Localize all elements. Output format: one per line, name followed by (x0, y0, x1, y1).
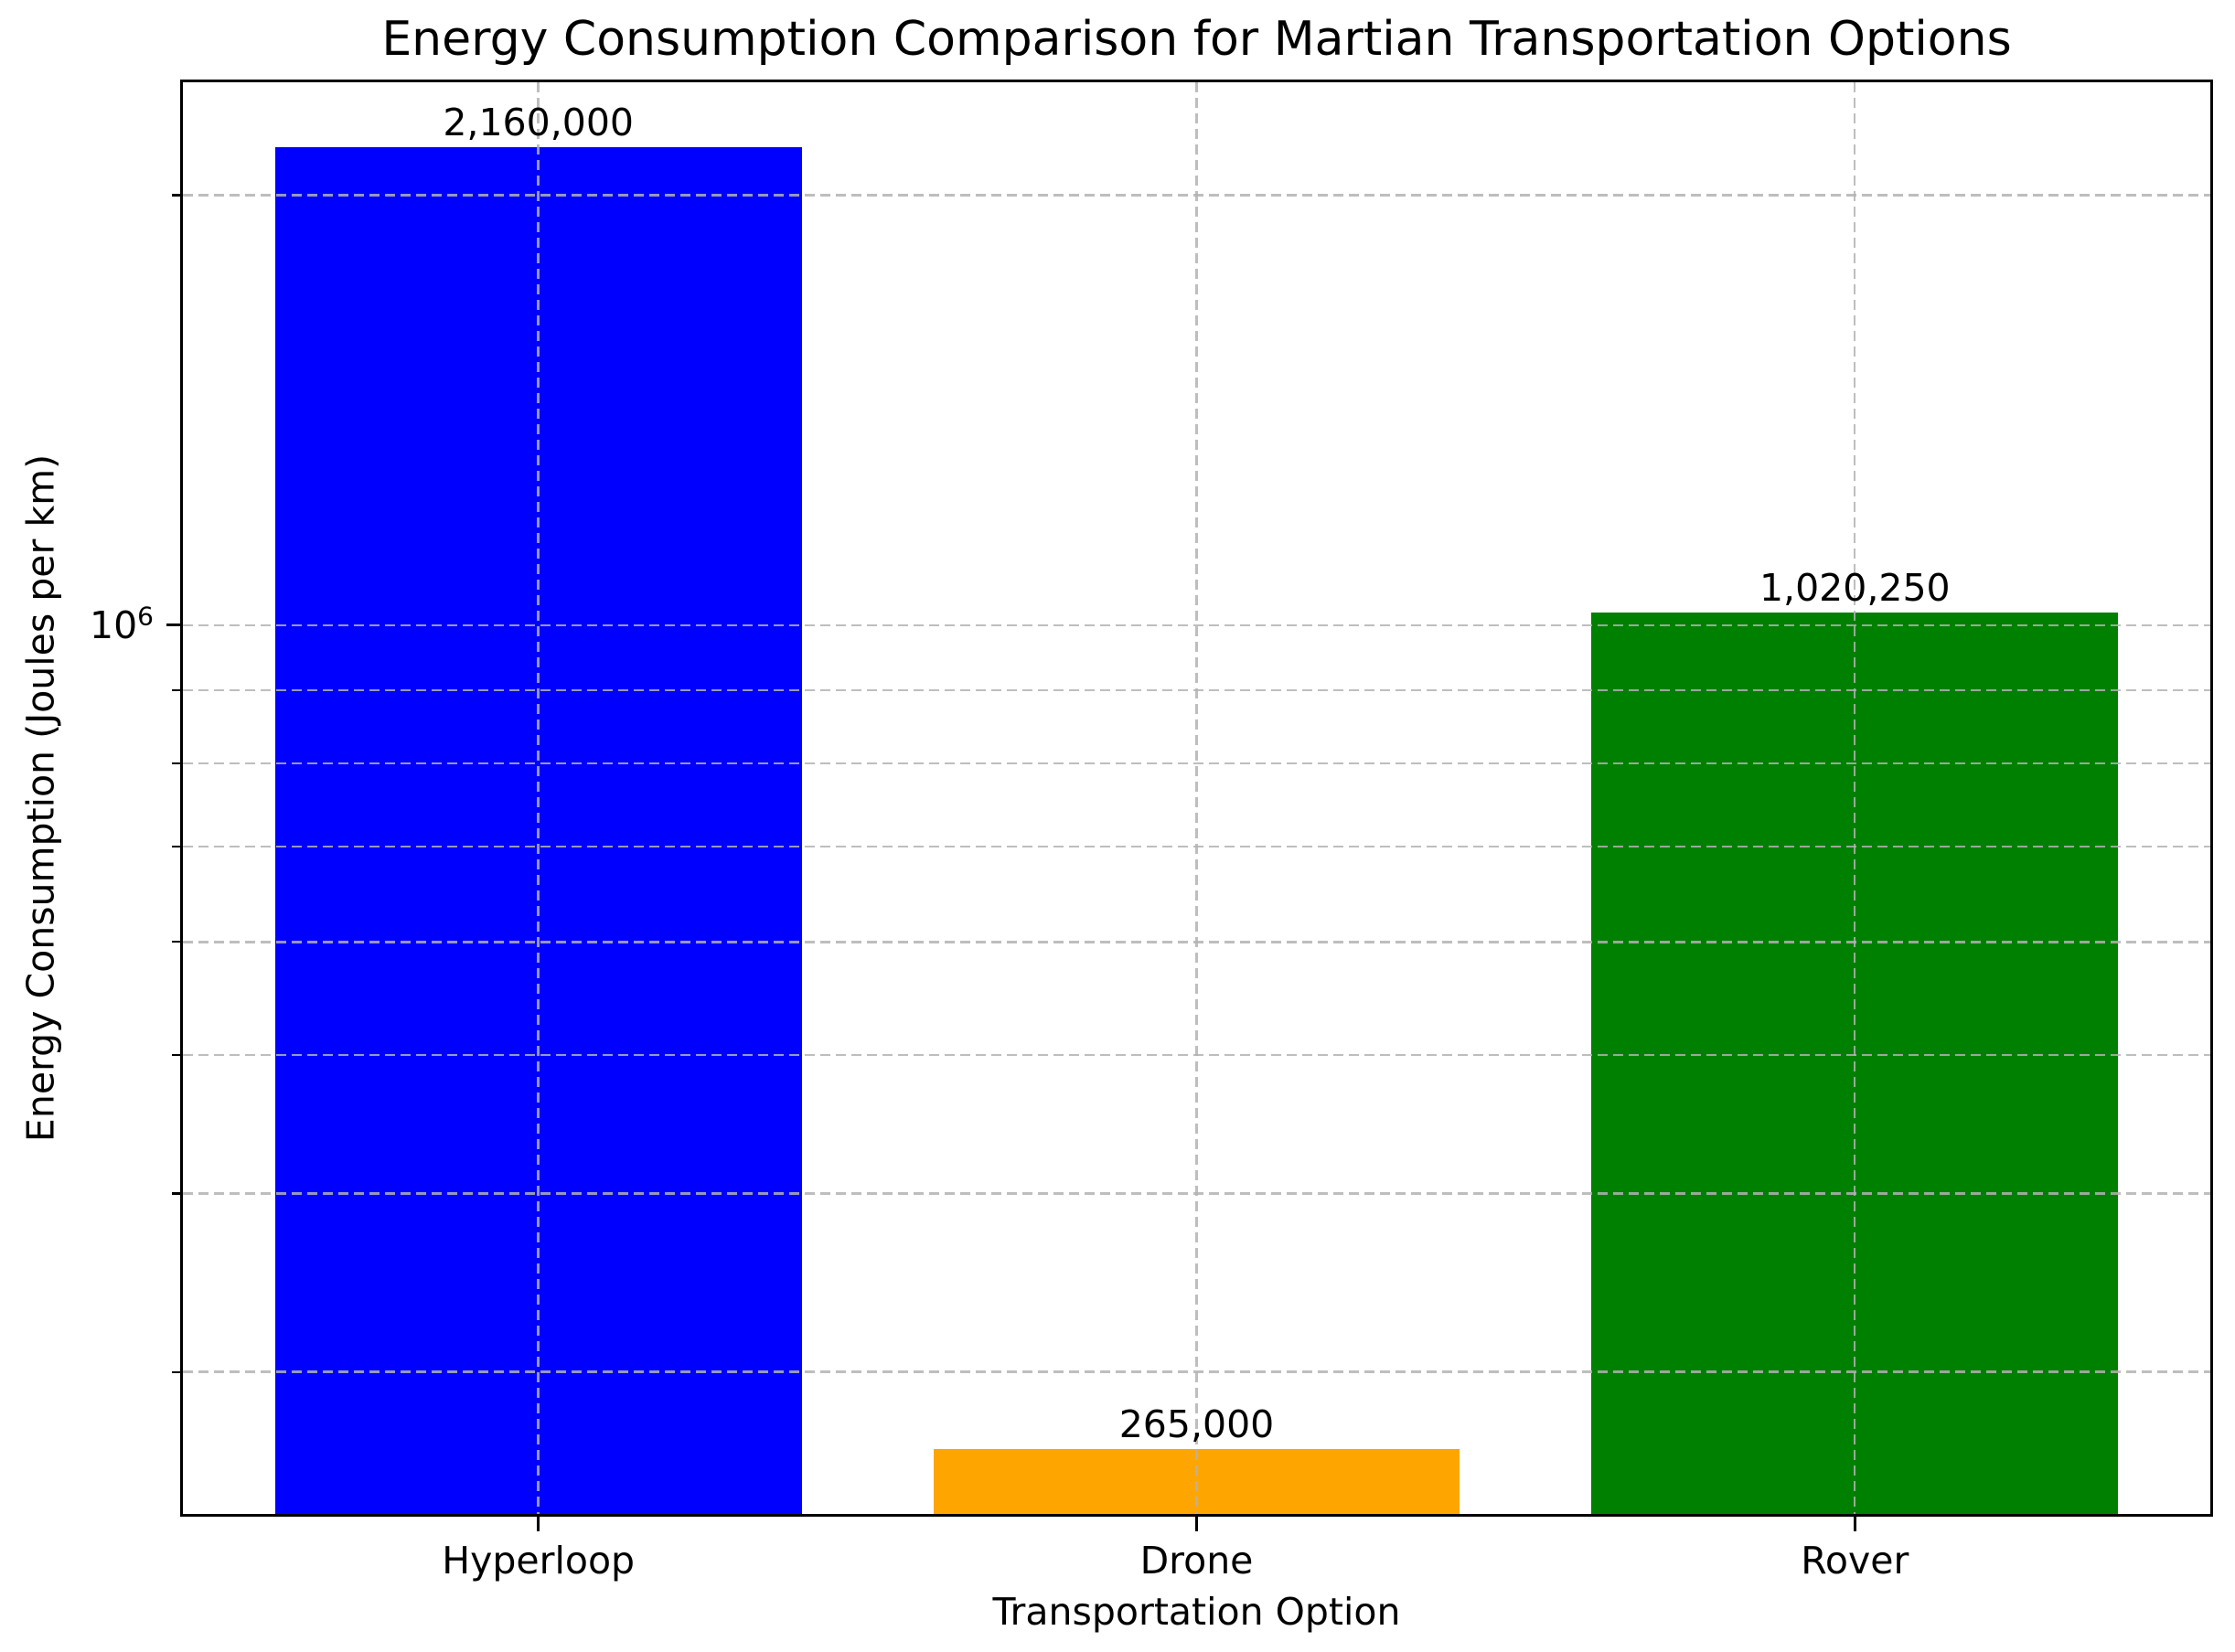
y-minor-tick (172, 1370, 181, 1373)
x-major-tick (1853, 1517, 1856, 1531)
y-tick-base: 10 (90, 603, 138, 647)
x-tick-label-drone: Drone (1139, 1539, 1254, 1583)
x-major-tick (537, 1517, 540, 1531)
y-tick-exponent: 6 (137, 601, 154, 632)
x-major-tick (1195, 1517, 1198, 1531)
value-label-hyperloop: 2,160,000 (443, 101, 635, 145)
chart-title: Energy Consumption Comparison for Martia… (381, 12, 2012, 67)
y-minor-tick (172, 941, 181, 943)
x-tick-label-hyperloop: Hyperloop (442, 1539, 636, 1583)
y-axis-label: Energy Consumption (Joules per km) (18, 453, 63, 1143)
y-minor-tick (172, 845, 181, 847)
y-major-tick (166, 623, 181, 627)
gridline-vertical (1854, 82, 1856, 1514)
y-minor-tick (172, 1192, 181, 1195)
x-axis-label: Transportation Option (992, 1590, 1401, 1634)
value-label-drone: 265,000 (1118, 1402, 1275, 1446)
gridline-vertical (537, 82, 540, 1514)
y-minor-tick (172, 762, 181, 765)
gridline-vertical (1195, 82, 1198, 1514)
y-axis-tick-label: 106 (0, 602, 154, 649)
y-minor-tick (172, 689, 181, 692)
value-label-rover: 1,020,250 (1759, 566, 1951, 611)
y-minor-tick (172, 194, 181, 197)
y-minor-tick (172, 1053, 181, 1057)
plot-area: 2,160,000 265,000 1,020,250 (180, 80, 2213, 1517)
x-tick-label-rover: Rover (1801, 1539, 1909, 1583)
